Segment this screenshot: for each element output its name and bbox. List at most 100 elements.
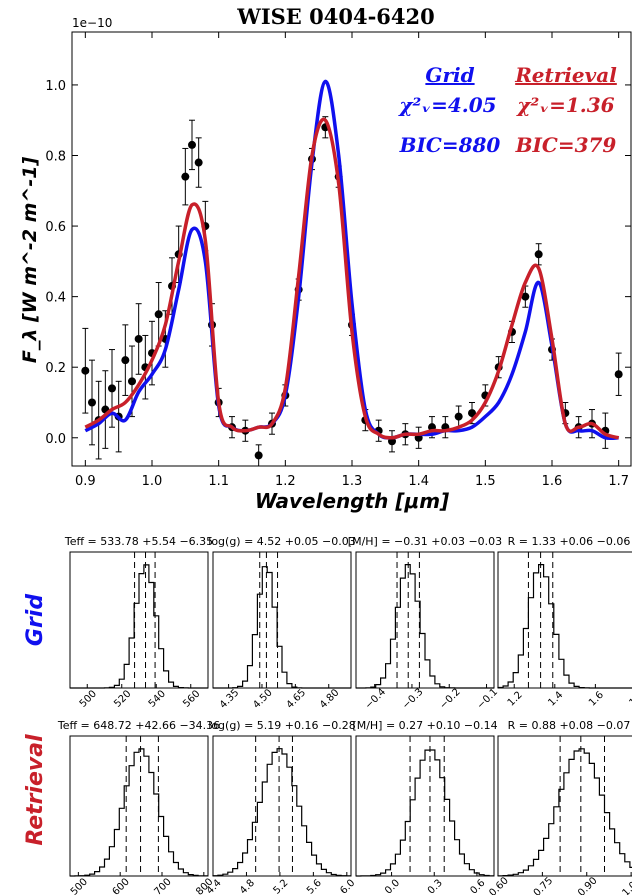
histogram-tick-label: 700	[152, 876, 173, 895]
x-tick-label: 1.6	[542, 474, 563, 489]
histogram-tick-label: 520	[112, 688, 133, 709]
histogram-retrieval-3: R = 0.88 +0.08 −0.07 0.60 0.75 0.90 1.05	[487, 719, 632, 895]
histogram-tick-label: 560	[181, 688, 202, 709]
data-point	[194, 158, 203, 167]
y-tick-label: 0.0	[45, 432, 66, 447]
histogram-grid-3: R = 1.33 +0.06 −0.06 1.2 1.4 1.6 1.8	[497, 535, 632, 709]
histogram-tick-label: 1.05	[620, 875, 632, 895]
histogram-frame	[355, 735, 495, 877]
histogram-tick-label: 4.35	[218, 687, 242, 711]
histogram-frame	[69, 551, 209, 689]
histogram-tick-label: 0.0	[383, 878, 402, 895]
data-point	[128, 377, 136, 386]
data-point	[521, 292, 530, 301]
histogram-grid-0: Teff = 533.78 +5.54 −6.35 500 520 540 560	[64, 535, 213, 710]
histogram-tick-label: 1.8	[627, 690, 632, 709]
histogram-tick-label: −0.4	[363, 687, 388, 712]
data-point	[614, 370, 623, 379]
retrieval-model-line	[84, 117, 620, 440]
data-point	[81, 366, 90, 375]
histogram-tick-label: 0.60	[487, 875, 511, 895]
histogram-tick-label: 1.4	[546, 690, 565, 709]
x-axis-label: Wavelength [μm]	[255, 489, 449, 513]
histogram-tick-label: 0.75	[532, 875, 556, 895]
chart-title: WISE 0404-6420	[236, 4, 435, 29]
histogram-frame	[69, 735, 209, 877]
legend-retrieval-bic: BIC=379	[515, 133, 617, 157]
data-point	[108, 384, 116, 393]
histogram-retrieval-1: log(g) = 5.19 +0.16 −0.284.4 4.8 5.2 5.6 6.0	[205, 719, 358, 895]
histogram-frame	[355, 551, 495, 689]
data-point	[154, 310, 163, 319]
legend-grid-bic: BIC=880	[399, 133, 501, 157]
histogram-tick-label: 4.50	[251, 687, 275, 711]
histogram-title: [M/H] = −0.31 +0.03 −0.03	[348, 535, 502, 548]
histogram-tick-label: 0.6	[468, 878, 487, 895]
x-tick-label: 1.1	[208, 474, 229, 489]
histogram-steps	[497, 748, 632, 877]
histogram-tick-label: −0.2	[438, 687, 463, 712]
x-tick-label: 0.9	[75, 474, 96, 489]
x-tick-label: 1.7	[608, 474, 629, 489]
row-label-retrieval: Retrieval	[23, 734, 48, 846]
histogram-title: log(g) = 4.52 +0.05 −0.03	[208, 535, 355, 548]
x-tick-label: 1.2	[275, 474, 296, 489]
histogram-grid-2: [M/H] = −0.31 +0.03 −0.03 −0.4 −0.3 −0.2 −0.…	[348, 535, 502, 712]
histogram-tick-label: 1.6	[587, 690, 606, 709]
histogram-tick-label: 5.6	[305, 878, 324, 895]
y-tick-label: 1.0	[45, 79, 66, 94]
legend-retrieval-chi2: χ²ᵥ=1.36	[515, 93, 614, 117]
y-tick-label: 0.4	[45, 291, 66, 306]
data-point	[454, 412, 463, 421]
histogram-tick-label: 5.2	[271, 878, 290, 895]
data-point	[188, 140, 196, 149]
histogram-tick-label: 600	[111, 876, 132, 895]
histogram-tick-label: 0.90	[576, 875, 600, 895]
histogram-tick-label: 4.80	[318, 687, 342, 711]
histogram-title: Teff = 533.78 +5.54 −6.35	[64, 535, 213, 548]
x-tick-label: 1.3	[342, 474, 363, 489]
grid-model-line	[84, 79, 619, 441]
y-tick-label: 0.6	[45, 220, 66, 235]
legend-grid-chi2: χ²ᵥ=4.05	[397, 93, 496, 117]
data-point	[88, 398, 96, 407]
x-tick-label: 1.5	[475, 474, 496, 489]
data-point	[534, 250, 543, 259]
histogram-steps	[70, 748, 208, 877]
histogram-tick-label: 0.3	[426, 878, 445, 895]
histogram-title: [M/H] = 0.27 +0.10 −0.14	[352, 719, 497, 732]
histogram-tick-label: 1.2	[506, 690, 525, 709]
histogram-frame	[212, 735, 352, 877]
histogram-tick-label: 500	[78, 688, 99, 709]
data-point	[134, 334, 143, 343]
histogram-steps	[497, 564, 632, 689]
histogram-tick-label: −0.3	[401, 687, 426, 712]
data-point	[181, 172, 190, 181]
histogram-title: log(g) = 5.19 +0.16 −0.28	[208, 719, 355, 732]
histogram-steps	[213, 566, 351, 689]
data-point	[254, 451, 263, 460]
histogram-title: Teff = 648.72 +42.66 −34.36	[57, 719, 220, 732]
histogram-tick-label: 540	[147, 688, 168, 709]
legend-retrieval-title: Retrieval	[514, 63, 617, 87]
histogram-tick-label: −0.1	[475, 687, 500, 712]
legend-grid-title: Grid	[425, 63, 474, 87]
y-tick-label: 0.2	[45, 361, 66, 376]
x-tick-label: 1.4	[408, 474, 429, 489]
histogram-grid-1: log(g) = 4.52 +0.05 −0.03 4.35 4.50 4.65 4.8…	[208, 535, 355, 711]
histogram-frame	[497, 735, 632, 877]
histogram-title: R = 0.88 +0.08 −0.07	[508, 719, 631, 732]
histogram-tick-label: 4.65	[285, 687, 309, 711]
y-offset-label: 1e−10	[72, 16, 112, 30]
histogram-steps	[356, 564, 494, 689]
data-point	[468, 409, 476, 418]
y-axis-label: F_λ [W m^-2 m^-1]	[19, 157, 41, 364]
histogram-tick-label: 6.0	[338, 878, 357, 895]
histogram-steps	[356, 749, 494, 877]
histogram-frame	[497, 551, 632, 689]
histogram-steps	[212, 748, 351, 877]
histogram-steps	[70, 564, 208, 689]
histogram-retrieval-2: [M/H] = 0.27 +0.10 −0.14 0.0 0.3 0.6	[352, 719, 497, 895]
